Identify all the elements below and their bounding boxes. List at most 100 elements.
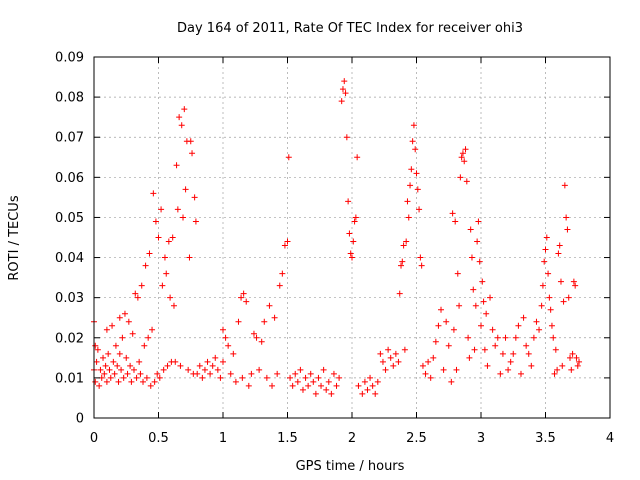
data-point [438,306,445,313]
data-point [189,150,196,157]
data-point [440,366,447,373]
data-point [385,346,392,353]
data-point [398,262,405,269]
data-point [416,206,423,213]
data-point [568,366,575,373]
data-point [574,362,581,369]
data-point [156,374,163,381]
data-point [552,346,559,353]
y-tick-label: 0 [76,412,84,427]
data-point [502,334,509,341]
data-point [396,290,403,297]
data-point [323,386,330,393]
data-point [285,154,292,161]
data-point [199,374,206,381]
data-point [176,114,183,121]
data-point [111,370,118,377]
data-point [512,334,519,341]
data-point [494,334,501,341]
data-point [163,270,170,277]
data-point [102,362,109,369]
data-point [515,322,522,329]
data-point [374,378,381,385]
data-point [472,302,479,309]
data-point [479,278,486,285]
data-point [399,258,406,265]
data-point [528,362,535,369]
data-point [127,362,134,369]
data-point [422,370,429,377]
data-point [530,334,537,341]
data-point [159,282,166,289]
data-point [150,190,157,197]
data-point [408,166,415,173]
data-points [91,78,583,397]
data-point [220,326,226,333]
data-point [364,386,371,393]
data-point [543,234,550,241]
data-point [217,374,224,381]
data-point [222,334,229,341]
data-point [253,334,260,341]
data-point [347,250,354,257]
y-tick-label: 0.07 [55,131,84,146]
data-point [196,362,203,369]
data-point [172,358,179,365]
data-point [230,350,237,357]
data-point [238,294,245,301]
y-tick-label: 0.06 [55,171,84,186]
data-point [478,322,484,329]
data-point [372,390,379,397]
data-point [369,382,376,389]
data-point [430,354,437,361]
data-point [263,374,270,381]
data-point [114,362,121,369]
data-point [235,318,242,325]
data-point [336,374,343,381]
data-point [492,342,499,349]
data-point [361,378,368,385]
data-point [97,366,104,373]
data-point [427,374,434,381]
data-point [409,138,416,145]
data-point [165,238,172,245]
data-point [487,294,494,301]
data-point [395,358,402,365]
data-point [94,346,101,353]
data-point [456,302,463,309]
data-point [359,390,366,397]
data-point [328,390,335,397]
data-point [177,362,184,369]
data-point [432,338,439,345]
data-point [116,350,123,357]
data-point [351,218,358,225]
data-point [239,374,246,381]
data-point [480,298,487,305]
data-point [119,334,126,341]
data-point [377,350,384,357]
data-point [561,182,568,189]
data-point [187,138,194,145]
data-point [570,278,577,285]
data-point [505,366,512,373]
data-point [232,378,239,385]
axis-ticks [93,56,611,419]
chart-title: Day 164 of 2011, Rate Of TEC Index for r… [177,21,523,36]
data-point [227,370,234,377]
data-point [541,258,548,265]
data-point [459,150,466,157]
data-point [564,226,571,233]
data-point [425,358,432,365]
data-point [548,322,555,329]
data-point [497,370,504,377]
data-point [138,282,145,289]
data-point [343,134,350,141]
data-point [174,206,181,213]
data-point [294,378,301,385]
data-point [403,238,410,245]
data-point [120,374,127,381]
data-point [401,346,408,353]
data-point [130,366,137,373]
data-point [405,214,412,221]
y-tick-label: 0.04 [55,251,84,266]
